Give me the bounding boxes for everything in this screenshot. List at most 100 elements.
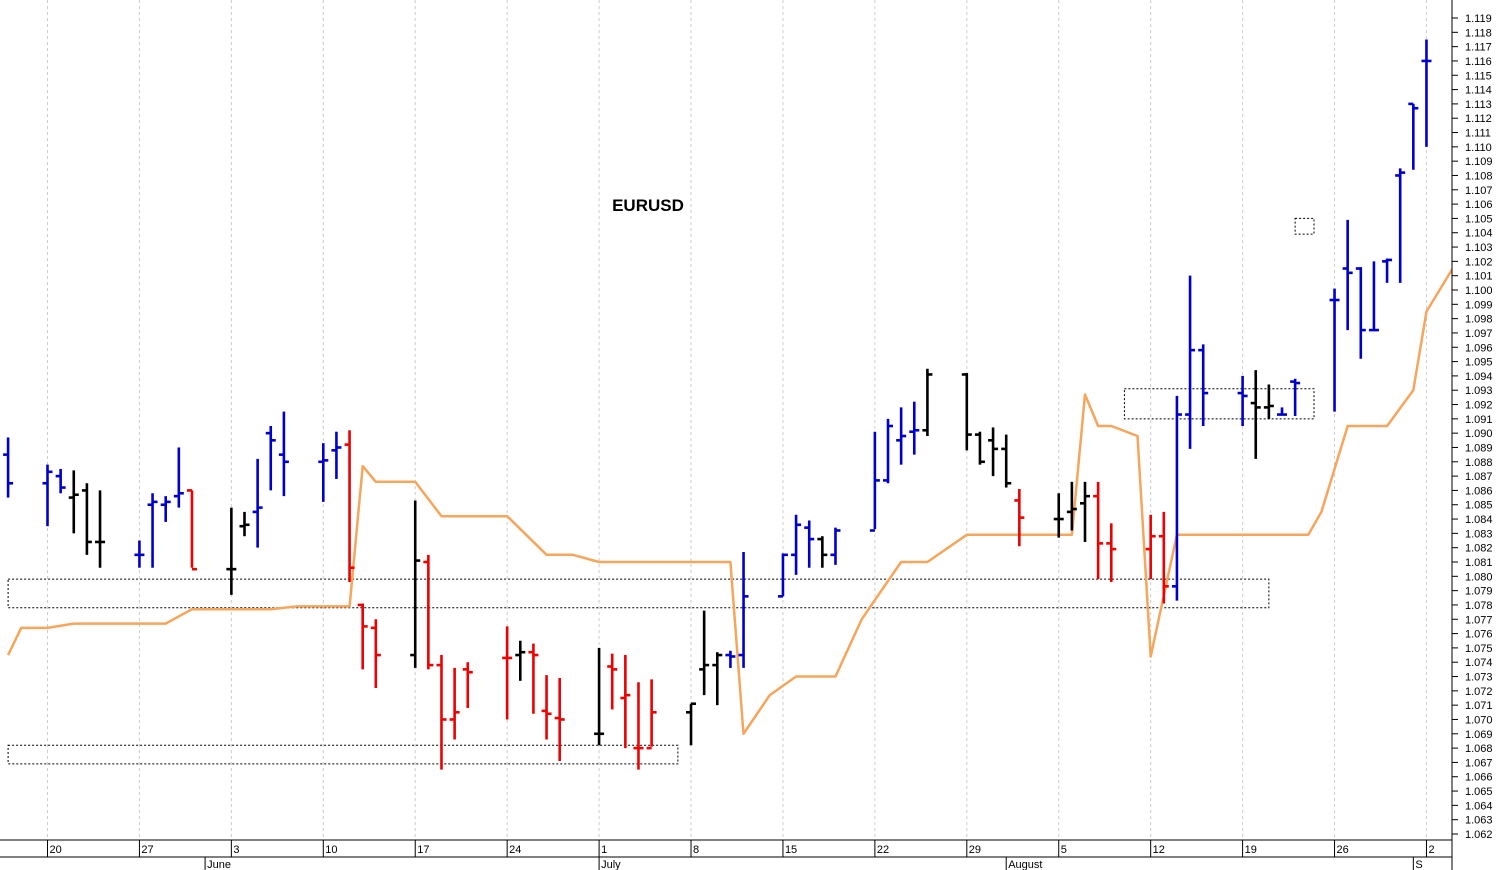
ohlc-bar bbox=[1250, 370, 1261, 459]
ohlc-bar bbox=[1066, 481, 1077, 531]
y-tick-label: 1.101 bbox=[1465, 271, 1493, 283]
y-tick-label: 1.095 bbox=[1465, 357, 1493, 369]
ohlc-bar bbox=[370, 619, 381, 688]
ohlc-bar bbox=[554, 677, 565, 761]
y-tick-label: 1.119 bbox=[1465, 13, 1492, 25]
ohlc-bar bbox=[1290, 378, 1301, 416]
ohlc-bar bbox=[134, 540, 145, 568]
ohlc-bar bbox=[1329, 288, 1340, 412]
ohlc-bar bbox=[791, 514, 802, 575]
x-axis-background bbox=[0, 840, 1501, 870]
x-tick-label: 29 bbox=[969, 844, 981, 856]
y-tick-label: 1.074 bbox=[1465, 657, 1493, 669]
y-tick-label: 1.110 bbox=[1465, 142, 1492, 154]
x-tick-label: 3 bbox=[233, 844, 239, 856]
ohlc-bar bbox=[265, 426, 276, 491]
y-tick-label: 1.103 bbox=[1465, 242, 1493, 254]
y-tick-label: 1.089 bbox=[1465, 442, 1493, 454]
ohlc-bar bbox=[988, 427, 999, 477]
ohlc-bar bbox=[515, 640, 526, 681]
zone-box-4 bbox=[1294, 217, 1315, 235]
ohlc-bar bbox=[1342, 219, 1353, 331]
ohlc-bar bbox=[869, 431, 880, 532]
y-tick-label: 1.064 bbox=[1465, 800, 1493, 812]
x-tick-label: 2 bbox=[1428, 844, 1434, 856]
x-tick-label: 22 bbox=[877, 844, 889, 856]
ohlc-bar bbox=[173, 447, 184, 508]
ohlc-bar bbox=[278, 411, 289, 497]
y-tick-label: 1.084 bbox=[1465, 514, 1493, 526]
indicator-layer bbox=[6, 267, 1454, 736]
ohlc-bar bbox=[3, 437, 14, 498]
month-label: July bbox=[601, 859, 621, 870]
ohlc-bar bbox=[502, 626, 513, 720]
y-tick-label: 1.067 bbox=[1465, 757, 1493, 769]
y-tick-label: 1.082 bbox=[1465, 543, 1493, 555]
ohlc-bar bbox=[1395, 168, 1406, 283]
ohlc-bar bbox=[55, 468, 66, 494]
y-tick-label: 1.099 bbox=[1465, 299, 1493, 311]
zone-box-1 bbox=[7, 578, 1270, 609]
ohlc-bar bbox=[1382, 258, 1393, 283]
y-tick-label: 1.106 bbox=[1465, 199, 1493, 211]
ohlc-bar bbox=[239, 511, 250, 537]
ohlc-bar bbox=[1093, 481, 1104, 580]
y-tick-label: 1.063 bbox=[1465, 815, 1493, 827]
ohlc-bar bbox=[607, 653, 618, 710]
ohlc-bar bbox=[686, 702, 697, 746]
y-tick-label: 1.100 bbox=[1465, 285, 1493, 297]
ohlc-bar bbox=[252, 458, 263, 548]
ohlc-bar bbox=[1053, 493, 1064, 538]
y-tick-label: 1.108 bbox=[1465, 170, 1493, 182]
ohlc-bar bbox=[357, 603, 368, 670]
ohlc-bar bbox=[147, 493, 158, 568]
ohlc-bar bbox=[1277, 407, 1288, 416]
x-tick-label: 15 bbox=[785, 844, 797, 856]
ohlc-bar bbox=[68, 470, 79, 534]
y-tick-label: 1.066 bbox=[1465, 772, 1493, 784]
ohlc-bar bbox=[1408, 102, 1419, 170]
ohlc-bar bbox=[646, 679, 657, 750]
y-tick-label: 1.107 bbox=[1465, 185, 1493, 197]
x-tick-label: 5 bbox=[1061, 844, 1067, 856]
x-tick-label: 24 bbox=[509, 844, 521, 856]
y-tick-label: 1.104 bbox=[1465, 228, 1493, 240]
ohlc-bar bbox=[804, 520, 815, 568]
y-tick-label: 1.086 bbox=[1465, 485, 1493, 497]
y-tick-label: 1.088 bbox=[1465, 457, 1493, 469]
y-tick-label: 1.073 bbox=[1465, 672, 1493, 684]
y-tick-label: 1.093 bbox=[1465, 385, 1493, 397]
ohlc-bar bbox=[817, 536, 828, 568]
y-tick-label: 1.069 bbox=[1465, 729, 1493, 741]
y-tick-label: 1.076 bbox=[1465, 629, 1493, 641]
y-tick-label: 1.118 bbox=[1465, 27, 1492, 39]
ohlc-bar bbox=[909, 401, 920, 455]
month-label: June bbox=[207, 859, 231, 870]
ohlc-bar bbox=[1198, 344, 1209, 426]
ohlc-bar bbox=[344, 430, 355, 583]
x-tick-label: 8 bbox=[693, 844, 699, 856]
x-tick-label: 1 bbox=[601, 844, 607, 856]
zone-box-3 bbox=[1123, 388, 1315, 420]
bar-layer bbox=[3, 39, 1432, 770]
y-tick-label: 1.072 bbox=[1465, 686, 1493, 698]
ohlc-bar bbox=[1237, 375, 1248, 426]
chart-title: EURUSD bbox=[612, 196, 684, 215]
ohlc-bar bbox=[620, 655, 631, 749]
y-tick-label: 1.098 bbox=[1465, 314, 1493, 326]
y-tick-label: 1.062 bbox=[1465, 829, 1493, 841]
grid-layer bbox=[47, 0, 1427, 840]
ohlc-bar bbox=[961, 373, 972, 451]
y-tick-label: 1.075 bbox=[1465, 643, 1493, 655]
ohlc-bar bbox=[462, 662, 473, 709]
ohlc-bar bbox=[883, 418, 894, 484]
y-axis-background bbox=[1452, 0, 1501, 870]
ohlc-bar bbox=[436, 655, 447, 770]
y-tick-label: 1.097 bbox=[1465, 328, 1493, 340]
ohlc-bar bbox=[712, 652, 723, 706]
y-tick-label: 1.078 bbox=[1465, 600, 1493, 612]
ohlc-bar bbox=[95, 490, 106, 568]
